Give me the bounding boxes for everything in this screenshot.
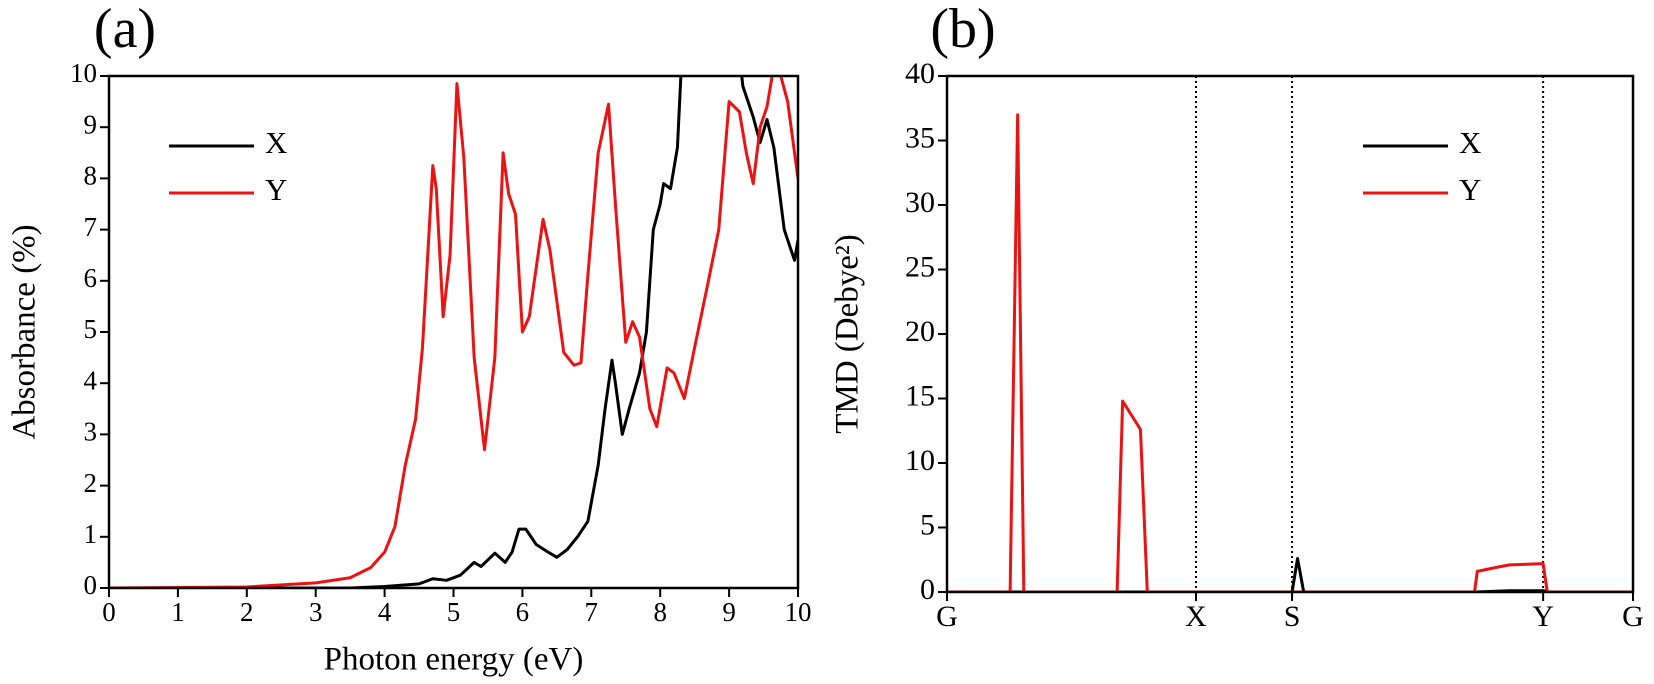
x-axis-label: Photon energy (eV) — [324, 642, 584, 678]
y-tick-label: 5 — [84, 314, 98, 344]
y-tick-label: 0 — [920, 573, 935, 606]
y-tick-label: 30 — [905, 186, 935, 219]
x-tick-label: Y — [1532, 600, 1554, 633]
axes-frame — [107, 74, 800, 590]
series-line — [109, 76, 798, 588]
y-tick-label: 5 — [920, 508, 935, 541]
series-line — [947, 113, 1633, 592]
y-tick-label: 15 — [905, 379, 935, 412]
y-tick-label: 0 — [84, 570, 98, 600]
legend-label: Y — [1459, 172, 1481, 207]
x-tick-label: 1 — [171, 597, 185, 627]
x-tick-label: 0 — [102, 597, 116, 627]
x-tick-label: G — [936, 600, 958, 633]
y-tick-label: 7 — [84, 212, 98, 242]
y-tick-label: 10 — [70, 58, 97, 88]
x-tick-label: 6 — [516, 597, 530, 627]
x-tick-label: 2 — [240, 597, 254, 627]
x-tick-label: 5 — [447, 597, 461, 627]
y-tick-label: 40 — [905, 57, 935, 90]
series-line — [109, 76, 798, 588]
y-tick-label: 9 — [84, 109, 98, 139]
y-tick-label: 20 — [905, 315, 935, 348]
y-tick-label: 4 — [84, 365, 98, 395]
legend-label: X — [1459, 125, 1481, 160]
y-tick-label: 1 — [84, 519, 98, 549]
legend-label: X — [265, 125, 287, 160]
x-tick-label: 9 — [722, 597, 736, 627]
y-tick-label: 3 — [84, 417, 98, 447]
y-tick-label: 25 — [905, 250, 935, 283]
y-tick-label: 2 — [84, 468, 98, 498]
x-tick-label: 7 — [585, 597, 599, 627]
panel-label: (b) — [930, 0, 995, 60]
x-tick-label: 8 — [653, 597, 667, 627]
x-tick-label: 10 — [785, 597, 812, 627]
panel-label: (a) — [94, 0, 156, 60]
x-tick-label: 3 — [309, 597, 323, 627]
x-tick-label: X — [1185, 600, 1207, 633]
x-tick-label: 4 — [378, 597, 392, 627]
legend-label: Y — [265, 172, 287, 207]
y-tick-label: 35 — [905, 121, 935, 154]
x-tick-label: S — [1284, 600, 1301, 633]
y-axis-label: Absorbance (%) — [7, 224, 43, 439]
y-tick-label: 6 — [84, 263, 98, 293]
y-tick-label: 8 — [84, 161, 98, 191]
axes-frame — [945, 74, 1635, 594]
y-axis-label: TMD (Debye²) — [830, 234, 866, 434]
x-tick-label: G — [1622, 600, 1644, 633]
y-tick-label: 10 — [905, 444, 935, 477]
